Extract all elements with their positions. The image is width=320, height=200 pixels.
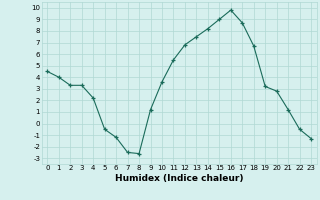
X-axis label: Humidex (Indice chaleur): Humidex (Indice chaleur) [115,174,244,183]
